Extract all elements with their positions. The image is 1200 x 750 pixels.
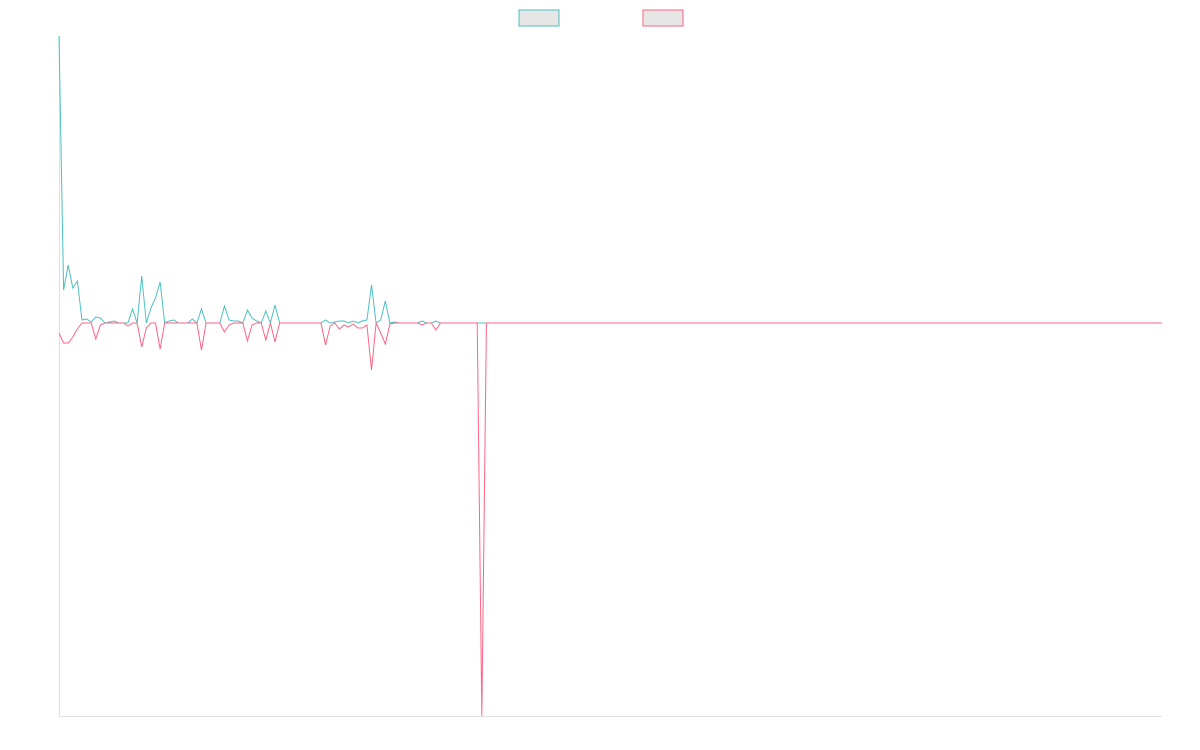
legend-swatch bbox=[642, 9, 684, 27]
series-line bbox=[58, 321, 1162, 717]
series-line bbox=[58, 35, 1162, 325]
legend-swatch bbox=[518, 9, 560, 27]
